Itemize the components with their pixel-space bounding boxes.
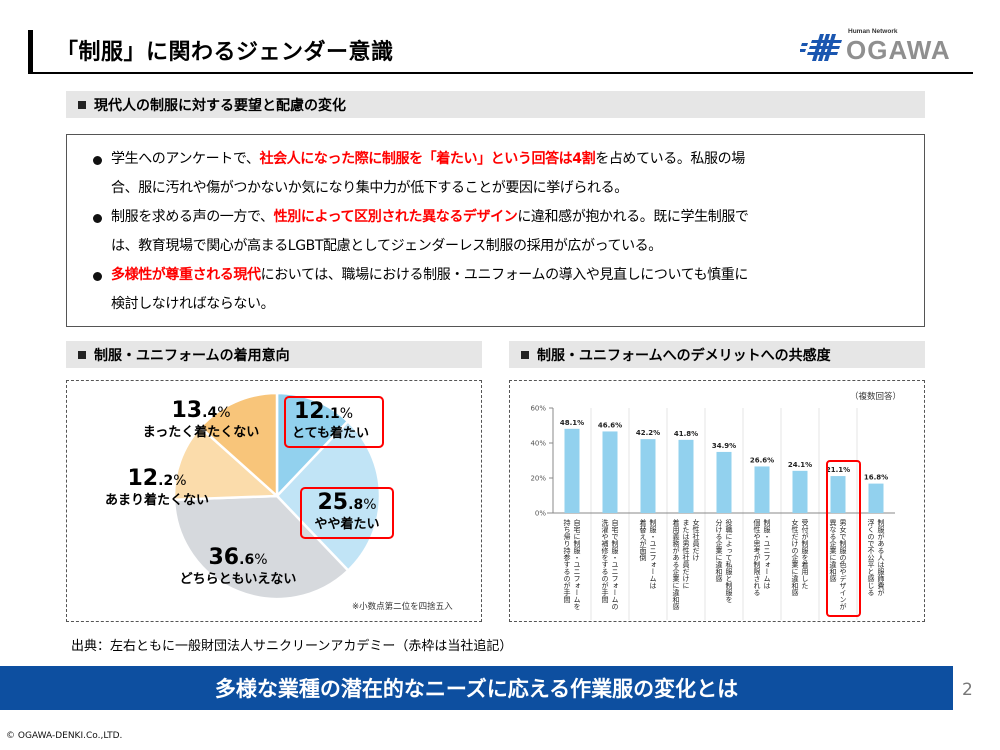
x-category-label: 制服・ユニフォームは 個性や思考が制限される bbox=[752, 519, 772, 617]
bullet-dot-icon bbox=[93, 156, 102, 165]
category-label-line: 女性社員だけ bbox=[692, 519, 700, 561]
bullet-text: 制服を求める声の一方で、 bbox=[111, 209, 274, 225]
section-heading-text: 制服・ユニフォームへのデメリットへの共感度 bbox=[537, 347, 831, 364]
bullet-continuation: は、教育現場で関心が高まるLGBT配慮としてジェンダーレス制服の採用が広がってい… bbox=[111, 238, 662, 254]
category-label-line: 男女で制服の色やデザインが bbox=[839, 519, 847, 610]
pie-data-label: 36.6% どちらともいえない bbox=[168, 545, 308, 588]
x-category-label: 女性社員だけ または男性社員だけに 着用義務がある企業に違和感 bbox=[671, 519, 701, 617]
pie-category-label: やや着たい bbox=[314, 517, 380, 532]
bullet-text: に違和感が抱かれる。既に学生制服で bbox=[517, 209, 749, 225]
footer-banner: 多様な業種の潜在的なニーズに応える作業服の変化とは bbox=[0, 666, 953, 710]
category-label-line: 制服・ユニフォームは bbox=[763, 519, 771, 589]
highlight-text: 多様性が尊重される現代 bbox=[111, 267, 261, 283]
section-heading-text: 現代人の制服に対する要望と配慮の変化 bbox=[94, 97, 346, 114]
category-label-line: 個性や思考が制限される bbox=[753, 519, 761, 596]
x-category-label: 役職によって私服と制服を 分ける企業に違和感 bbox=[714, 519, 734, 617]
category-label-line: または男性社員だけに bbox=[682, 519, 690, 589]
pie-chart-frame bbox=[66, 380, 482, 622]
logo-name: OGAWA bbox=[846, 35, 951, 65]
category-label-line: 女性だけの企業に違和感 bbox=[791, 519, 799, 596]
x-category-label: 受付が制服を着用した 女性だけの企業に違和感 bbox=[790, 519, 810, 617]
bullet-text: を占めている。私服の場 bbox=[595, 151, 745, 167]
category-label-line: 着替えが面倒 bbox=[639, 519, 647, 561]
category-label-line: 受付が制服を着用した bbox=[801, 519, 809, 589]
pie-value-label: 25.8% bbox=[317, 490, 377, 515]
pie-data-label: 25.8% やや着たい bbox=[302, 490, 392, 533]
title-accent-bar bbox=[28, 30, 33, 74]
category-label-line: 異なる企業に違和感 bbox=[829, 519, 837, 582]
pie-category-label: まったく着たくない bbox=[142, 425, 260, 440]
pie-data-label: 13.4% まったく着たくない bbox=[136, 398, 266, 441]
x-category-label: 自宅に制服・ユニフォームを 持ち帰り持参するのが手間 bbox=[562, 519, 582, 617]
category-label-line: 着用義務がある企業に違和感 bbox=[672, 519, 680, 610]
bullet-continuation: 検討しなければならない。 bbox=[111, 296, 275, 312]
multiple-answer-note: （複数回答） bbox=[850, 392, 902, 402]
source-citation: 出典：左右ともに一般財団法人サニクリーンアカデミー（赤枠は当社追記） bbox=[71, 639, 513, 654]
highlight-box-gender-design bbox=[826, 460, 861, 617]
category-label-line: 自宅に制服・ユニフォームを bbox=[573, 519, 581, 610]
rounding-note: ※小数点第二位を四捨五入 bbox=[352, 602, 453, 612]
copyright: © OGAWA-DENKI.Co.,LTD. bbox=[6, 731, 123, 741]
category-label-line: 持ち帰り持参するのが手間 bbox=[563, 519, 571, 603]
bullet-continuation: 合、服に汚れや傷がつかないか気になり集中力が低下することが要因に挙げられる。 bbox=[111, 180, 628, 196]
summary-textbox: 学生へのアンケートで、社会人になった際に制服を「着たい」という回答は4割を占めて… bbox=[66, 134, 925, 327]
section-heading-changes: 現代人の制服に対する要望と配慮の変化 bbox=[66, 91, 925, 118]
page-title: 「制服」に関わるジェンダー意識 bbox=[56, 40, 394, 65]
highlight-text: 性別によって区別された異なるデザイン bbox=[273, 209, 518, 225]
section-heading-demerits: 制服・ユニフォームへのデメリットへの共感度 bbox=[509, 341, 925, 368]
square-bullet-icon bbox=[521, 350, 529, 359]
highlight-text: 社会人になった際に制服を「着たい」という回答は4割 bbox=[259, 151, 596, 167]
section-heading-text: 制服・ユニフォームの着用意向 bbox=[94, 347, 290, 364]
pie-data-label: 12.1% とても着たい bbox=[288, 399, 382, 442]
highlight-box-very-want bbox=[284, 396, 384, 448]
pie-value-label: 36.6% bbox=[208, 545, 268, 570]
section-heading-intention: 制服・ユニフォームの着用意向 bbox=[66, 341, 482, 368]
category-label-line: 分ける企業に違和感 bbox=[715, 519, 723, 582]
logo-subtitle: Human Network bbox=[848, 28, 898, 35]
bullet-text: においては、職場における制服・ユニフォームの導入や見直しについても慎重に bbox=[260, 267, 749, 283]
title-underline bbox=[28, 72, 973, 74]
category-label-line: 洗濯や補修をするのが手間 bbox=[601, 519, 609, 603]
logo-mark-icon bbox=[800, 34, 842, 61]
pie-data-label: 12.2% あまり着たくない bbox=[92, 466, 222, 509]
pie-category-label: あまり着たくない bbox=[104, 493, 209, 508]
bullet-dot-icon bbox=[93, 214, 102, 223]
category-label-line: 自宅で制服・ユニフォームの bbox=[611, 519, 619, 610]
highlight-box-somewhat-want bbox=[300, 487, 394, 539]
bullet-item: 学生へのアンケートで、社会人になった際に制服を「着たい」という回答は4割を占めて… bbox=[93, 145, 910, 203]
category-label-line: 役職によって私服と制服を bbox=[725, 519, 733, 603]
square-bullet-icon bbox=[78, 100, 86, 109]
category-label-line: 制服がある人は服飾費が bbox=[877, 519, 885, 596]
pie-value-label: 12.1% bbox=[294, 399, 353, 424]
bullet-item: 多様性が尊重される現代においては、職場における制服・ユニフォームの導入や見直しに… bbox=[93, 261, 910, 319]
bullet-text: 学生へのアンケートで、 bbox=[111, 151, 260, 167]
category-label-line: 浮くので不公平と感じる bbox=[867, 519, 875, 596]
pie-value-label: 13.4% bbox=[171, 398, 231, 423]
pie-value-label: 12.2% bbox=[127, 466, 187, 491]
page-number: 2 bbox=[962, 680, 973, 700]
pie-category-label: どちらともいえない bbox=[179, 572, 297, 587]
pie-category-label: とても着たい bbox=[292, 426, 369, 441]
x-category-label: 男女で制服の色やデザインが 異なる企業に違和感 bbox=[828, 519, 848, 617]
bullet-item: 制服を求める声の一方で、性別によって区別された異なるデザインに違和感が抱かれる。… bbox=[93, 203, 910, 261]
x-category-label: 自宅で制服・ユニフォームの 洗濯や補修をするのが手間 bbox=[600, 519, 620, 617]
bullet-dot-icon bbox=[93, 272, 102, 281]
x-category-label: 制服がある人は服飾費が 浮くので不公平と感じる bbox=[866, 519, 886, 617]
category-label-line: 制服・ユニフォームは bbox=[649, 519, 657, 589]
x-category-label: 制服・ユニフォームは 着替えが面倒 bbox=[638, 519, 658, 617]
square-bullet-icon bbox=[78, 350, 86, 359]
bar-chart-frame bbox=[509, 380, 925, 622]
